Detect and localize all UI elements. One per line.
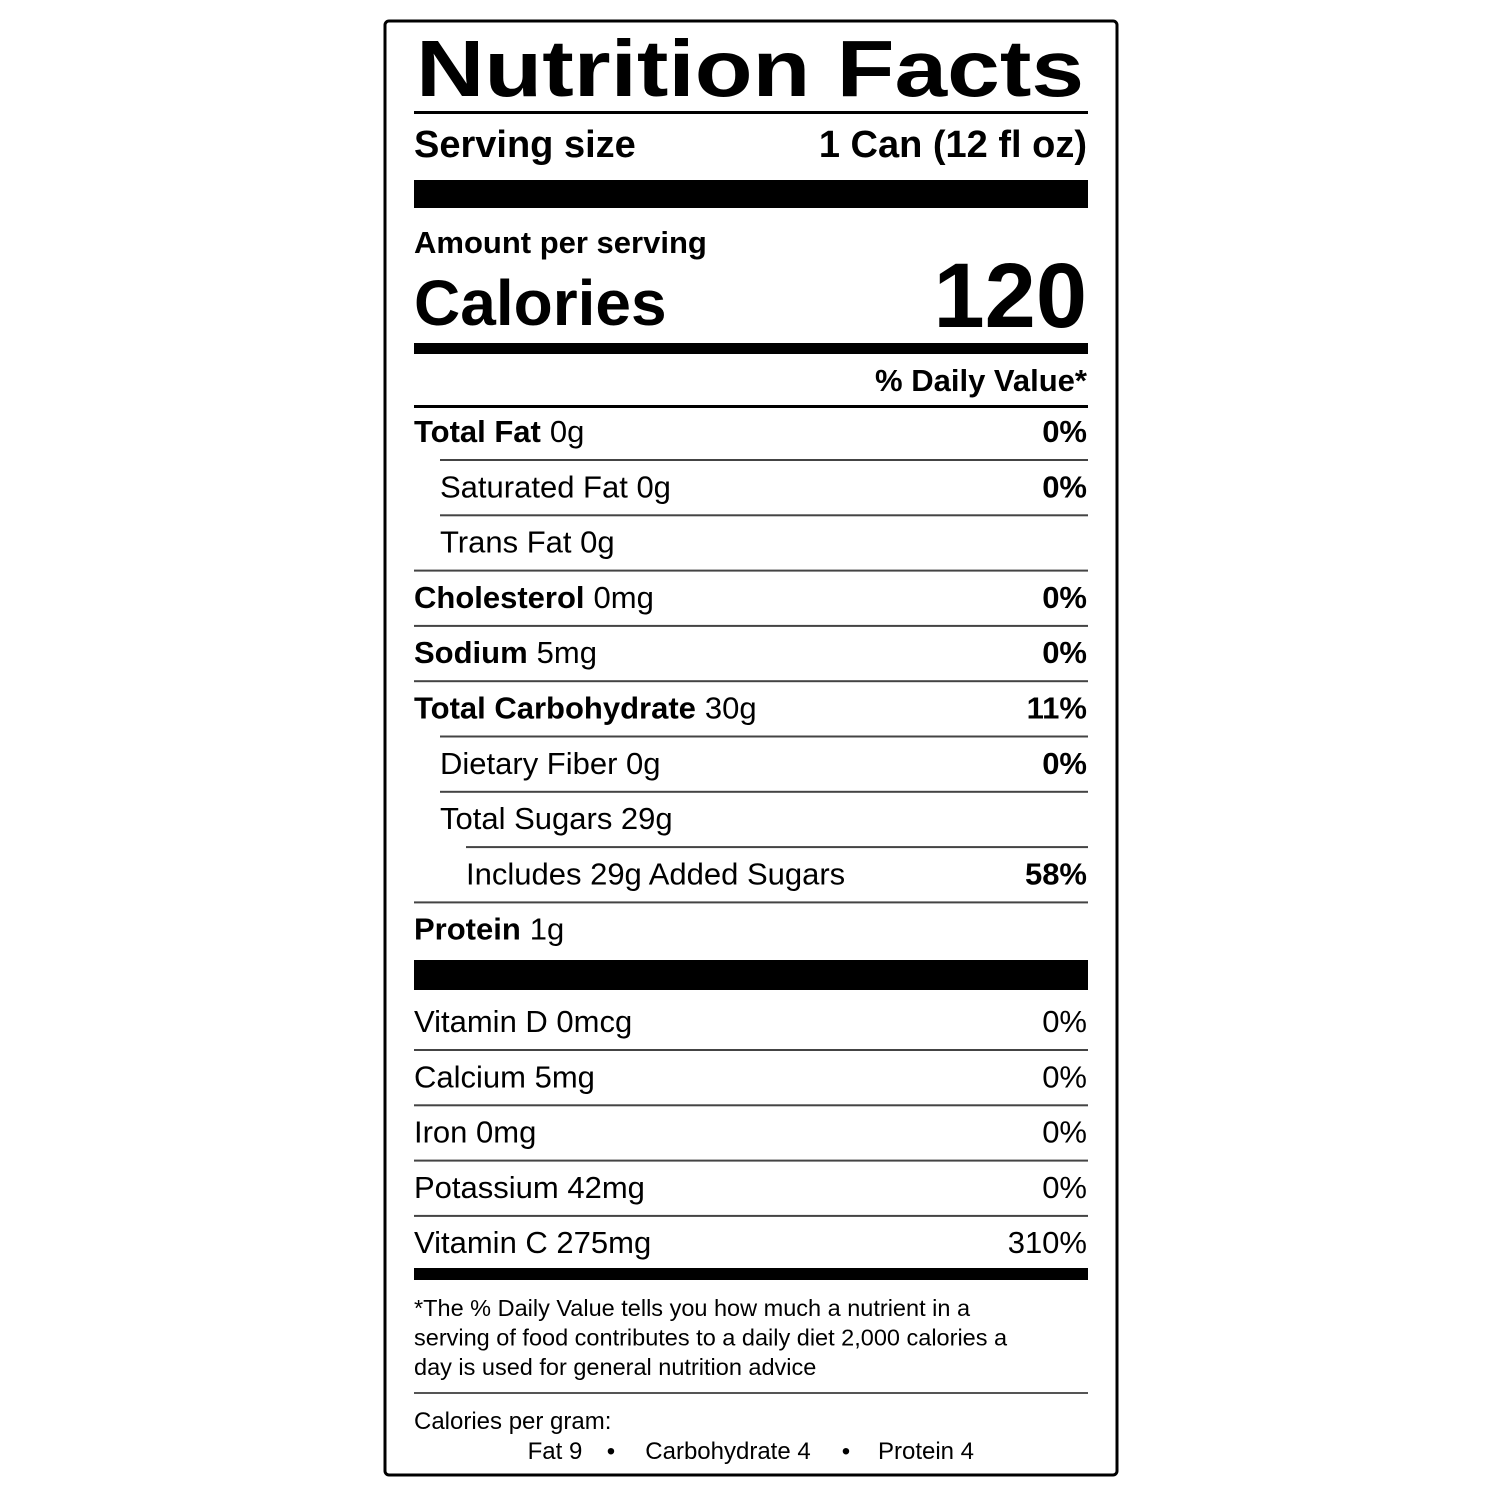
nutrient-label: Saturated Fat 0g xyxy=(440,469,671,504)
nutrient-name: Total Carbohydrate xyxy=(414,691,696,726)
nutrient-amount: 0g xyxy=(550,414,584,449)
title: Nutrition Facts xyxy=(416,24,1084,113)
vitamin-label: Vitamin D 0mcg xyxy=(414,1004,632,1039)
daily-value: 58% xyxy=(1025,856,1087,891)
rule xyxy=(414,111,1088,114)
rule xyxy=(414,569,1088,572)
vitamin-label: Calcium 5mg xyxy=(414,1059,595,1094)
calories-label: Calories xyxy=(414,267,667,339)
rule xyxy=(414,1392,1088,1394)
rule xyxy=(414,1214,1088,1217)
nutrient-name: Protein xyxy=(414,912,521,947)
thick-bar xyxy=(414,180,1088,208)
rule xyxy=(414,405,1088,408)
nutrient-row: Total Carbohydrate 30g xyxy=(414,691,757,726)
rule xyxy=(440,790,1088,793)
nutrient-name: Total Fat xyxy=(414,414,541,449)
bullet: • xyxy=(607,1438,615,1465)
vitamin-label: Iron 0mg xyxy=(414,1115,536,1150)
vitamin-dv: 310% xyxy=(1008,1225,1087,1260)
medium-bar xyxy=(414,1268,1088,1280)
bullet: • xyxy=(842,1438,850,1465)
daily-value: 0% xyxy=(1042,746,1087,781)
vitamin-label: Potassium 42mg xyxy=(414,1170,645,1205)
footnote-line: serving of food contributes to a daily d… xyxy=(414,1325,1008,1351)
thick-bar xyxy=(414,960,1088,990)
vitamin-dv: 0% xyxy=(1042,1115,1087,1150)
nutrient-row: Protein 1g xyxy=(414,912,564,947)
calories-per-gram-label: Calories per gram: xyxy=(414,1408,611,1435)
vitamin-dv: 0% xyxy=(1042,1059,1087,1094)
amount-per-serving: Amount per serving xyxy=(414,225,707,260)
nutrient-amount: 0mg xyxy=(594,580,654,615)
nutrient-label: Dietary Fiber 0g xyxy=(440,746,661,781)
calories-per-gram-item: Protein 4 xyxy=(878,1438,974,1465)
rule xyxy=(414,680,1088,683)
calories-value: 120 xyxy=(934,245,1088,347)
rule xyxy=(414,1049,1088,1051)
vitamin-dv: 0% xyxy=(1042,1004,1087,1039)
nutrient-label: Trans Fat 0g xyxy=(440,525,615,560)
rule xyxy=(414,1104,1088,1107)
daily-value: 0% xyxy=(1042,469,1087,504)
rule xyxy=(440,735,1088,738)
calories-per-gram-item: Carbohydrate 4 xyxy=(645,1438,810,1465)
nutrient-name: Cholesterol xyxy=(414,580,585,615)
nutrient-label: Includes 29g Added Sugars xyxy=(466,856,845,891)
nutrient-amount: 1g xyxy=(530,912,564,947)
rule xyxy=(466,846,1088,849)
calories-per-gram-item: Fat 9 xyxy=(528,1438,583,1465)
serving-label: Serving size xyxy=(414,124,636,166)
daily-value: 0% xyxy=(1042,414,1087,449)
footnote-line: *The % Daily Value tells you how much a … xyxy=(414,1295,971,1321)
rule xyxy=(440,514,1088,517)
vitamin-dv: 0% xyxy=(1042,1170,1087,1205)
serving-value: 1 Can (12 fl oz) xyxy=(819,124,1087,166)
rule xyxy=(440,459,1088,461)
nutrient-amount: 5mg xyxy=(537,635,597,670)
daily-value: 0% xyxy=(1042,580,1087,615)
daily-value-header: % Daily Value* xyxy=(875,363,1088,398)
nutrient-row: Total Fat 0g xyxy=(414,414,584,449)
rule xyxy=(414,624,1088,627)
footnote-line: day is used for general nutrition advice xyxy=(414,1354,816,1380)
nutrient-amount: 30g xyxy=(705,691,757,726)
rule xyxy=(414,1159,1088,1162)
medium-bar xyxy=(414,343,1088,354)
vitamin-label: Vitamin C 275mg xyxy=(414,1225,651,1260)
daily-value: 0% xyxy=(1042,635,1087,670)
label-border xyxy=(383,19,1119,1477)
nutrient-row: Cholesterol 0mg xyxy=(414,580,654,615)
nutrient-name: Sodium xyxy=(414,635,528,670)
daily-value: 11% xyxy=(1027,691,1087,726)
rule xyxy=(414,901,1088,904)
nutrient-label: Total Sugars 29g xyxy=(440,801,673,836)
nutrient-row: Sodium 5mg xyxy=(414,635,597,670)
